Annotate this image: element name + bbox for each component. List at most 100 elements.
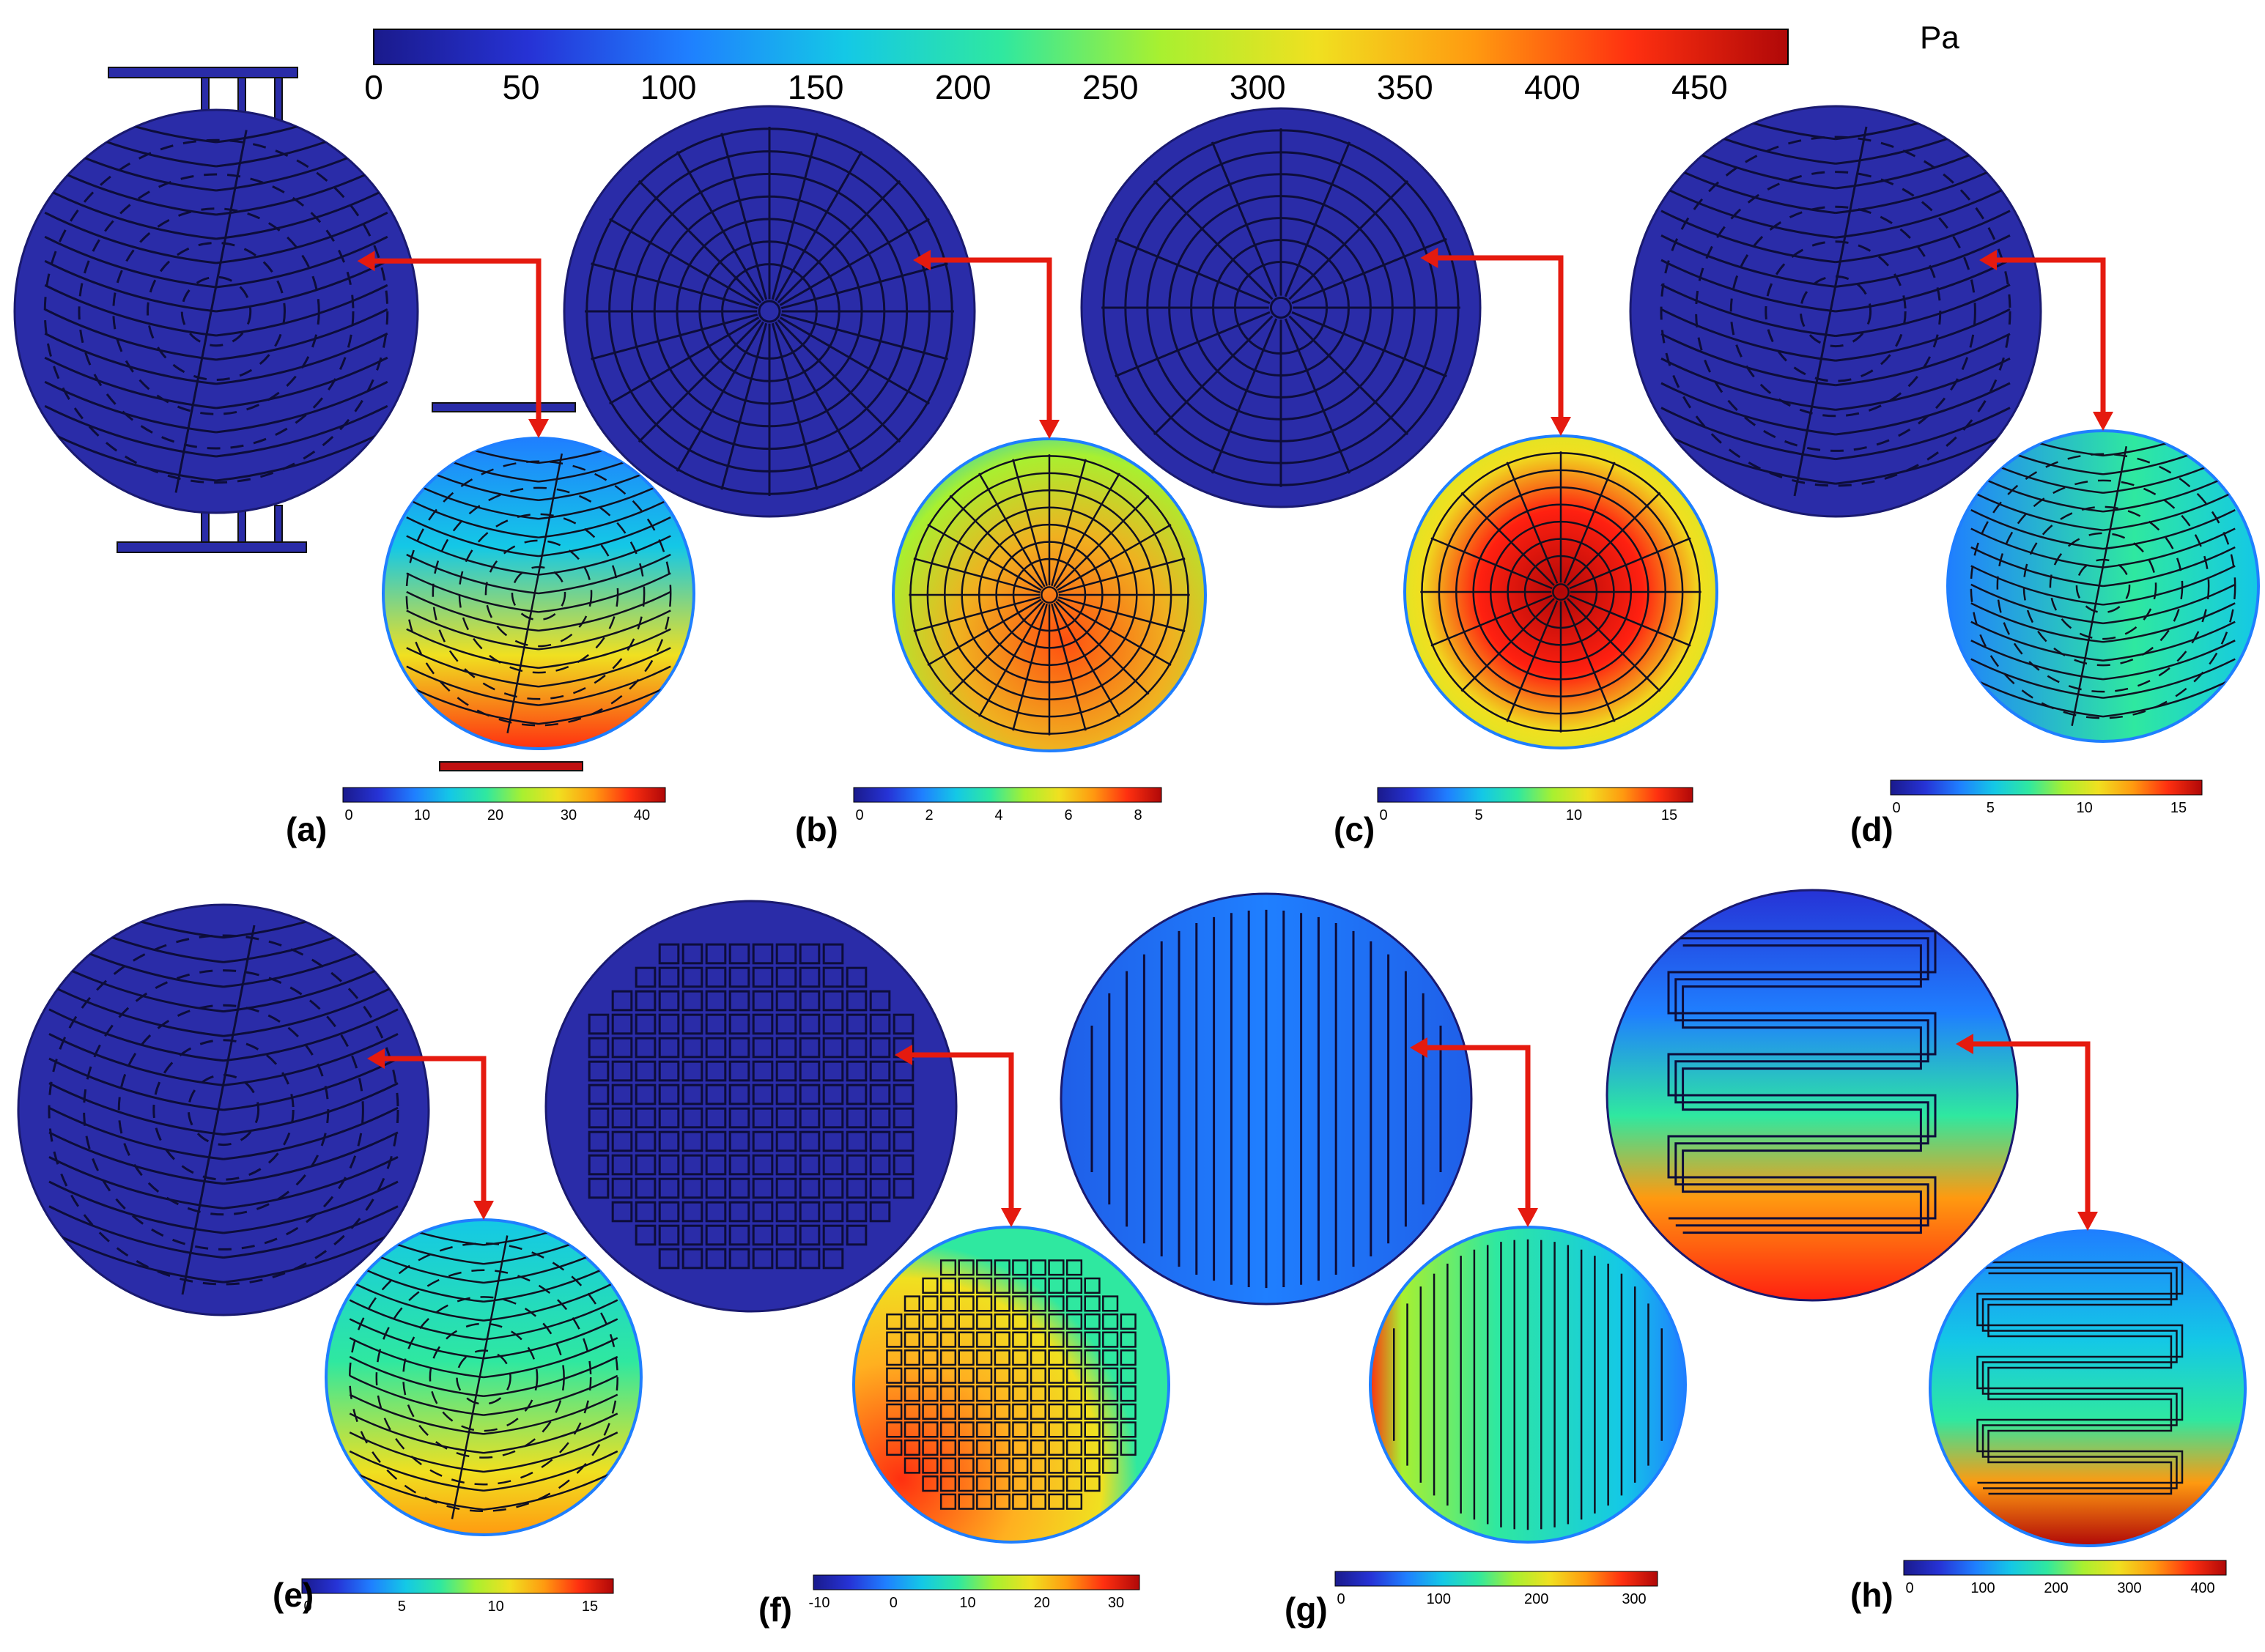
panel-label: (d) xyxy=(1850,810,1893,848)
panel: 0 100 200 300 400 (h) xyxy=(1606,889,2247,1614)
main-colorbar-tick-label: 50 xyxy=(502,68,539,106)
connector-arrow xyxy=(1420,248,1571,436)
panel-colorbar-tick-label: 10 xyxy=(1566,807,1582,823)
channel-pattern xyxy=(585,127,954,496)
channel-pattern xyxy=(349,1220,618,1519)
panel-colorbar-tick-label: 2 xyxy=(925,807,933,823)
panel-colorbar-tick-label: 10 xyxy=(959,1595,975,1611)
panel-colorbar-tick-label: 0 xyxy=(890,1595,898,1611)
panel-colorbar-tick-label: 0 xyxy=(344,807,352,823)
main-colorbar-tick-label: 300 xyxy=(1230,68,1286,106)
panel-colorbar-tick-label: 400 xyxy=(2190,1580,2214,1596)
connector-arrow xyxy=(1410,1037,1538,1227)
pressure-disc xyxy=(1369,1226,1687,1544)
panel: 0 5 10 15 (c) xyxy=(1080,107,1718,848)
pressure-disc xyxy=(1929,1229,2247,1547)
panel-colorbar-tick-label: 0 xyxy=(1905,1580,1913,1596)
panel: 0 2 4 6 8 (b) xyxy=(563,105,1207,848)
channel-pattern xyxy=(43,110,389,493)
panels: 0 10 20 30 40(a) 0 2 4 6 8(b) 0 5 10 15(c)0 5 10 15(d)0 5… xyxy=(13,67,2260,1629)
panel-colorbar-tick-label: 5 xyxy=(398,1599,406,1615)
panel-label: (b) xyxy=(795,810,838,848)
channel-pattern xyxy=(886,1259,1137,1510)
panel-colorbar: 0 5 10 15 xyxy=(1890,779,2203,816)
channel-pattern xyxy=(909,454,1190,736)
pressure-disc xyxy=(1946,429,2260,743)
panel-colorbar-tick-label: 8 xyxy=(1134,807,1142,823)
panel-label: (f) xyxy=(758,1590,792,1629)
main-colorbar-tick-label: 0 xyxy=(364,68,383,106)
main-colorbar-tick-label: 100 xyxy=(640,68,697,106)
panel-colorbar: 0 2 4 6 8 xyxy=(853,787,1162,823)
panel: 0 100 200 300 (g) xyxy=(1060,892,1687,1629)
geometry-disc xyxy=(563,105,976,518)
pressure-disc xyxy=(1403,434,1718,749)
panel-colorbar-tick-label: 5 xyxy=(1987,800,1995,816)
panel: 0 10 20 30 40 (a) xyxy=(13,67,695,848)
panel-colorbar-tick-label: 0 xyxy=(1337,1591,1345,1607)
geometry-disc xyxy=(17,903,430,1316)
panel-label: (g) xyxy=(1285,1590,1328,1629)
panel-colorbar-tick-label: 0 xyxy=(303,1599,311,1615)
panel-colorbar-tick-label: 300 xyxy=(2117,1580,2141,1596)
panel-colorbar-tick-label: 100 xyxy=(1427,1591,1451,1607)
panel-colorbar-tick-label: 6 xyxy=(1064,807,1072,823)
geometry-disc xyxy=(1060,892,1473,1305)
main-colorbar-unit: Pa xyxy=(1920,20,1959,56)
channel-pattern xyxy=(405,438,672,734)
manifold-frame xyxy=(108,67,307,553)
panel-colorbar-tick-label: 30 xyxy=(561,807,577,823)
channel-pattern xyxy=(1970,431,2236,727)
panel-colorbar: 0 10 20 30 40 xyxy=(342,787,666,823)
panel-colorbar: 0 5 10 15 xyxy=(301,1578,614,1615)
channel-pattern xyxy=(48,905,399,1295)
geometry-disc xyxy=(544,900,958,1313)
geometry-disc xyxy=(13,108,419,514)
panel-colorbar-tick-label: -10 xyxy=(809,1595,830,1611)
connector-arrow xyxy=(357,251,549,438)
main-colorbar-tick-label: 400 xyxy=(1524,68,1581,106)
panel-colorbar-tick-label: 0 xyxy=(1892,800,1900,816)
panel-label: (a) xyxy=(286,810,327,848)
main-colorbar: 0 50 100 150 200 250 300 350 400 450 Pa xyxy=(364,20,1959,106)
panel: 0 5 10 15 (e) xyxy=(17,903,643,1615)
panel-colorbar-tick-label: 15 xyxy=(582,1599,598,1615)
panel-colorbar: 0 100 200 300 xyxy=(1334,1571,1658,1607)
panel-colorbar-tick-label: 300 xyxy=(1622,1591,1646,1607)
panel-label: (h) xyxy=(1850,1576,1893,1614)
channel-pattern xyxy=(1090,909,1442,1289)
pressure-disc xyxy=(892,437,1207,752)
panel-colorbar-tick-label: 20 xyxy=(1034,1595,1050,1611)
pressure-disc xyxy=(325,1218,643,1536)
panel-colorbar-tick-label: 20 xyxy=(487,807,503,823)
main-colorbar-ticks: 0 50 100 150 200 250 300 350 400 450 xyxy=(364,68,1728,106)
panel-colorbar-tick-label: 0 xyxy=(1379,807,1387,823)
panel: 0 5 10 15 (d) xyxy=(1629,105,2260,848)
panel-colorbar-tick-label: 4 xyxy=(994,807,1002,823)
main-colorbar-tick-label: 150 xyxy=(788,68,844,106)
connector-arrow xyxy=(1979,250,2113,431)
pressure-disc xyxy=(382,437,695,750)
channel-pattern xyxy=(588,943,915,1270)
panel: -10 0 10 20 30 (f) xyxy=(544,900,1170,1629)
panel-colorbar-tick-label: 15 xyxy=(1661,807,1677,823)
panel-colorbar: 0 100 200 300 400 xyxy=(1903,1560,2227,1596)
geometry-disc xyxy=(1080,107,1482,508)
panel-colorbar-tick-label: 10 xyxy=(488,1599,504,1615)
channel-pattern xyxy=(1101,128,1460,487)
connector-arrow xyxy=(895,1045,1021,1227)
panel-label: (c) xyxy=(1334,810,1375,848)
main-colorbar-tick-label: 200 xyxy=(935,68,991,106)
panel-colorbar-tick-label: 200 xyxy=(2044,1580,2068,1596)
main-colorbar-tick-label: 350 xyxy=(1377,68,1433,106)
panel-label: (e) xyxy=(273,1576,314,1614)
main-colorbar-tick-label: 250 xyxy=(1082,68,1139,106)
main-colorbar-tick-label: 450 xyxy=(1671,68,1728,106)
channel-pattern xyxy=(1420,451,1701,733)
panel-colorbar-tick-label: 100 xyxy=(1970,1580,1995,1596)
main-colorbar-gradient xyxy=(373,29,1789,65)
panel-colorbar-tick-label: 5 xyxy=(1474,807,1482,823)
channel-pattern xyxy=(1976,1261,2184,1495)
geometry-disc xyxy=(1629,105,2042,518)
